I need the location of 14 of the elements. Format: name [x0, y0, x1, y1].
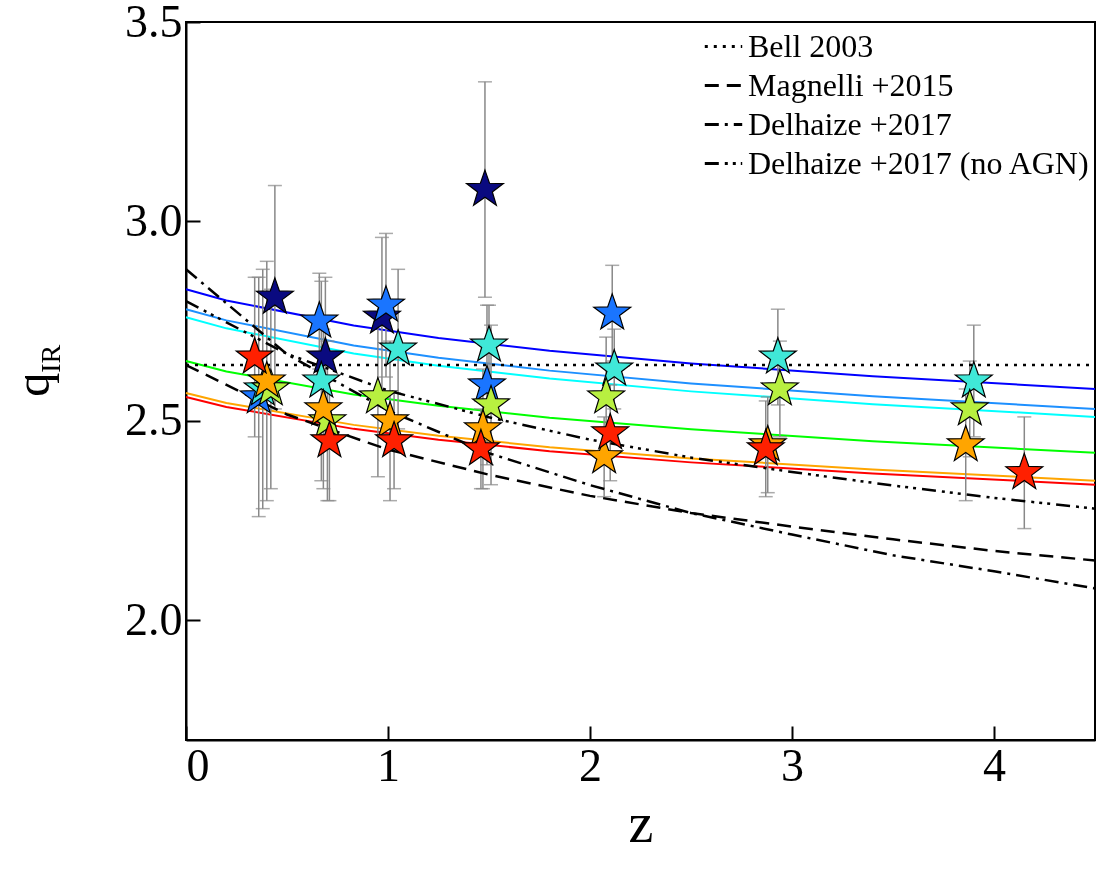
y-tick-label: 2.0 — [125, 593, 183, 645]
x-tick-label: 2 — [579, 739, 602, 791]
legend-label: Magnelli +2015 — [748, 66, 954, 103]
y-tick-label: 2.5 — [125, 394, 183, 446]
legend-label: Delhaize +2017 (no AGN) — [748, 144, 1089, 181]
x-tick-label: 0 — [186, 739, 210, 791]
x-tick-label: 4 — [983, 739, 1006, 791]
legend-label: Delhaize +2017 — [748, 105, 952, 142]
x-tick-label: 1 — [377, 739, 400, 791]
y-tick-label: 3.0 — [125, 194, 183, 246]
legend-label: Bell 2003 — [748, 27, 874, 64]
x-axis-title: z — [628, 791, 654, 854]
y-tick-label: 3.5 — [125, 0, 183, 47]
x-tick-label: 3 — [781, 739, 804, 791]
